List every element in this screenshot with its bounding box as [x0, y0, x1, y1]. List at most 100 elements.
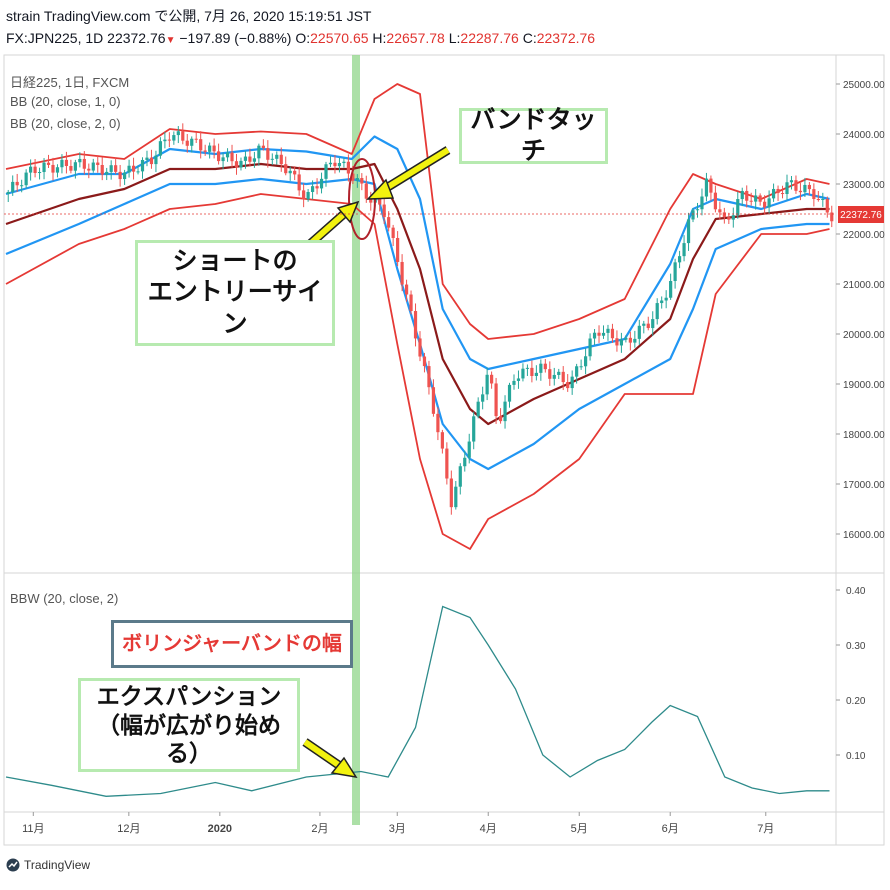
expansion-callout: エクスパンション （幅が広がり始める）	[78, 678, 300, 772]
candle-body	[418, 338, 422, 357]
candle-body	[51, 164, 55, 173]
candle-body	[131, 165, 136, 172]
candle-body	[203, 150, 207, 152]
ohlc-line: FX:JPN225, 1D 22372.76▼ −197.89 (−0.88%)…	[6, 30, 595, 46]
candle-body	[543, 363, 547, 370]
open-label: O:	[295, 30, 311, 46]
close-value: 22372.76	[536, 30, 596, 46]
candle-body	[449, 478, 453, 508]
time-tick-label: 6月	[662, 823, 679, 835]
candle-body	[727, 217, 731, 220]
candle-body	[476, 401, 480, 417]
bbw-tick-label: 0.40	[846, 586, 866, 597]
candle-body	[364, 183, 368, 199]
bbw-label: BBW (20, close, 2)	[10, 591, 119, 606]
candle-body	[176, 131, 180, 136]
price-tick-label: 19000.00	[843, 380, 885, 391]
candle-body	[11, 181, 15, 192]
candle-body	[212, 145, 216, 152]
bbw-tick-label: 0.20	[846, 696, 866, 707]
candle-body	[319, 178, 324, 189]
candle-body	[812, 189, 816, 200]
candle-body	[458, 466, 462, 487]
short-entry-line1: ショートの	[172, 247, 298, 276]
candle-body	[29, 166, 33, 173]
candle-body	[686, 219, 691, 244]
candle-body	[597, 332, 601, 336]
bbw-tick-label: 0.10	[846, 751, 866, 762]
candle-body	[69, 166, 73, 171]
candle-body	[163, 139, 167, 142]
candle-body	[400, 261, 404, 285]
candle-body	[190, 138, 194, 146]
candle-body	[498, 416, 503, 422]
candle-body	[270, 158, 274, 160]
candle-body	[216, 151, 221, 162]
down-arrow-icon: ▼	[165, 35, 176, 46]
candle-body	[807, 184, 811, 190]
last-price: 22372.76	[107, 30, 166, 46]
candle-body	[60, 159, 64, 168]
candle-body	[382, 204, 386, 218]
candle-body	[409, 294, 413, 312]
candle-body	[324, 164, 328, 179]
candle-body	[64, 159, 69, 167]
candle-body	[637, 325, 641, 339]
candle-body	[225, 152, 230, 158]
candle-body	[78, 158, 82, 163]
candle-body	[677, 256, 682, 263]
candle-body	[816, 199, 820, 201]
band-touch-callout: バンドタッチ	[459, 106, 608, 165]
candle-body	[20, 185, 24, 187]
time-tick-label: 2020	[208, 823, 232, 835]
candle-body	[646, 323, 650, 329]
candle-body	[794, 180, 798, 191]
tradingview-logo[interactable]: TradingView	[6, 858, 90, 872]
candle-body	[378, 197, 382, 205]
candle-body	[284, 164, 288, 174]
candle-body	[709, 178, 713, 193]
candle-body	[579, 366, 583, 368]
candle-body	[136, 171, 140, 173]
candle-body	[606, 328, 610, 333]
candle-body	[642, 323, 646, 326]
candle-body	[695, 209, 700, 211]
candle-body	[293, 170, 297, 175]
candle-body	[355, 178, 359, 181]
candle-body	[328, 162, 333, 165]
candle-body	[109, 165, 113, 172]
time-tick-label: 11月	[22, 823, 44, 835]
candle-body	[771, 188, 776, 199]
arrow-entry	[307, 200, 360, 248]
candle-body	[749, 200, 753, 202]
time-tick-label: 12月	[117, 823, 140, 835]
candle-body	[691, 210, 695, 220]
candle-body	[239, 160, 243, 168]
candle-body	[387, 217, 391, 228]
candle-body	[763, 201, 767, 208]
short-entry-line2: エントリーサイン	[147, 278, 323, 338]
candle-body	[221, 157, 225, 162]
candle-body	[731, 215, 735, 220]
candle-body	[575, 366, 579, 377]
candle-body	[33, 166, 37, 174]
candle-body	[306, 191, 310, 200]
candle-body	[105, 171, 109, 175]
candle-body	[736, 199, 740, 216]
bb-width-callout: ボリンジャーバンドの幅	[111, 620, 353, 668]
candle-body	[140, 159, 145, 172]
candle-body	[315, 186, 319, 189]
bbw-tick-label: 0.30	[846, 641, 866, 652]
candle-body	[369, 198, 373, 203]
time-tick-label: 2月	[311, 823, 328, 835]
candle-body	[512, 380, 516, 385]
arrow-expansion	[302, 738, 358, 779]
expansion-line2: （幅が広がり始める）	[97, 711, 281, 767]
candle-body	[404, 284, 409, 295]
candle-body	[172, 135, 176, 141]
candle-body	[127, 165, 131, 173]
candle-body	[552, 374, 556, 379]
high-value: 22657.78	[386, 30, 445, 46]
candle-body	[530, 367, 534, 376]
